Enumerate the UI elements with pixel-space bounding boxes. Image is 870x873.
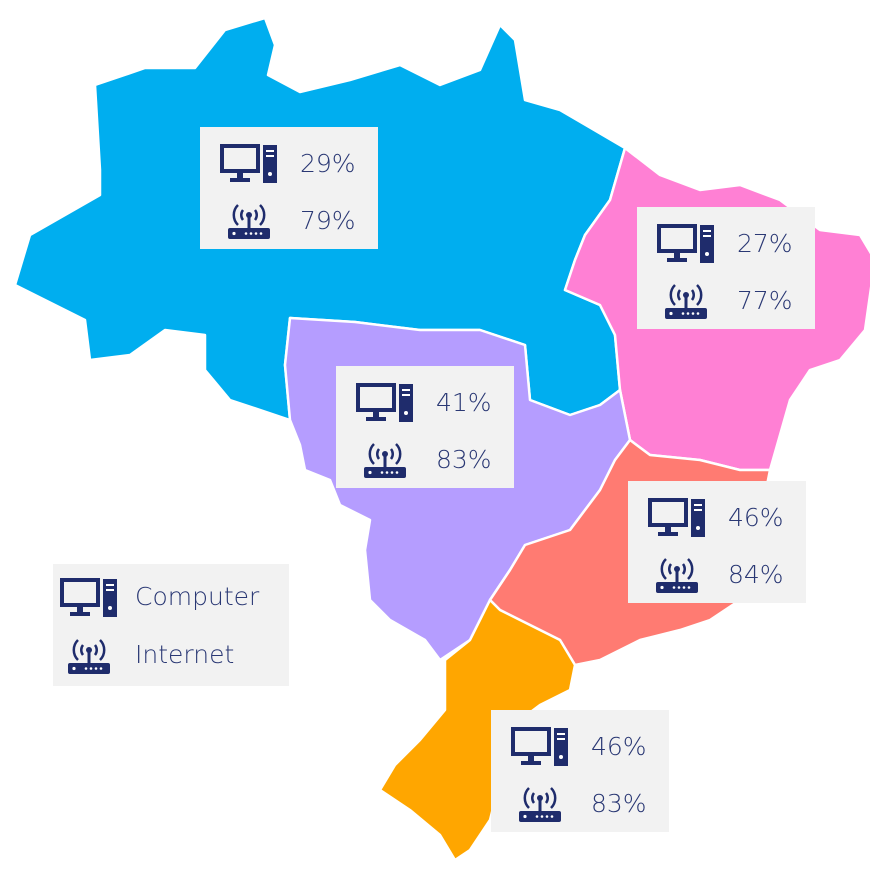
internet-value: 77% (737, 286, 793, 315)
internet-value: 84% (728, 560, 784, 589)
computer-value: 29% (300, 149, 356, 178)
internet-value: 83% (591, 789, 647, 818)
legend-computer: Computer (135, 582, 260, 611)
region-south (378, 598, 577, 862)
legend: Computer Internet (53, 564, 289, 686)
computer-value: 41% (436, 388, 492, 417)
internet-value: 83% (436, 445, 492, 474)
legend-internet: Internet (135, 640, 234, 669)
computer-value: 46% (728, 503, 784, 532)
internet-value: 79% (300, 206, 356, 235)
computer-value: 46% (591, 732, 647, 761)
computer-value: 27% (737, 229, 793, 258)
